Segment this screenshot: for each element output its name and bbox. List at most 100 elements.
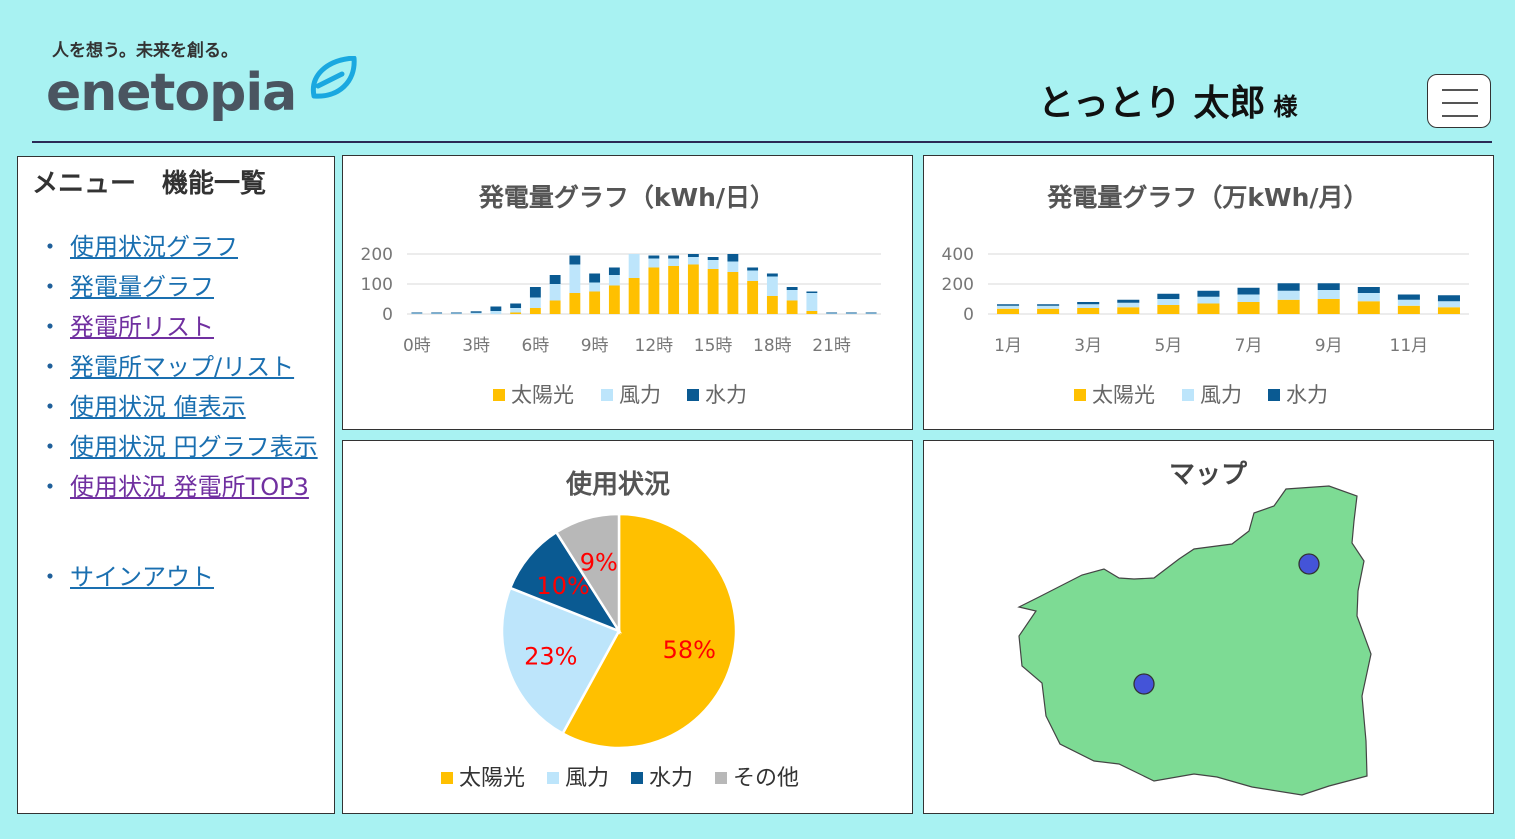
sidebar-item[interactable]: ・使用状況 発電所TOP3 xyxy=(38,467,318,507)
bar-9月-太陽光 xyxy=(1317,299,1340,314)
sidebar-link-3[interactable]: 発電所リスト xyxy=(70,313,214,341)
bar-3月-水力 xyxy=(1077,302,1100,305)
sidebar-link-6[interactable]: 使用状況 円グラフ表示 xyxy=(70,433,318,461)
signout-link[interactable]: サインアウト xyxy=(70,563,214,591)
legend-label-水力: 水力 xyxy=(649,766,693,791)
x-tick-label: 6時 xyxy=(521,336,549,356)
legend-swatch-水力 xyxy=(687,389,699,401)
bar-8月-水力 xyxy=(1277,283,1300,291)
sidebar-item[interactable]: ・発電量グラフ xyxy=(38,267,318,307)
pie-slice-その他 xyxy=(554,512,621,636)
bar-9月-水力 xyxy=(1317,283,1340,290)
bar-3時-水力 xyxy=(470,311,482,313)
bar-18時-風力 xyxy=(766,276,778,296)
bar-23時-水力 xyxy=(865,312,877,314)
pie-label-風力: 23% xyxy=(524,643,577,671)
bar-12月-水力 xyxy=(1437,295,1460,302)
bar-15時-風力 xyxy=(707,260,719,269)
bar-10時-風力 xyxy=(608,275,620,286)
x-tick-label: 15時 xyxy=(694,336,733,356)
x-tick-label: 3時 xyxy=(462,336,490,356)
bar-5月-太陽光 xyxy=(1157,305,1180,314)
bar-9時-太陽光 xyxy=(589,291,601,314)
hamburger-menu-button[interactable] xyxy=(1427,74,1491,128)
y-tick-label: 0 xyxy=(963,305,974,325)
sidebar-item[interactable]: ・使用状況 円グラフ表示 xyxy=(38,427,318,467)
x-tick-label: 3月 xyxy=(1074,336,1102,356)
bar-20時-太陽光 xyxy=(806,311,818,314)
sidebar-item[interactable]: ・発電所リスト xyxy=(38,307,318,347)
bar-21時-水力 xyxy=(826,312,838,314)
logo[interactable]: enetopia xyxy=(46,56,357,128)
usage-panel: 使用状況 58% 23% 10% 9% 太陽光 風力 水力 その他 xyxy=(342,440,913,814)
legend-label-太陽光: 太陽光 xyxy=(1092,383,1155,407)
bar-12時-風力 xyxy=(648,258,660,268)
map[interactable]: マップ xyxy=(924,441,1492,812)
legend-swatch-風力 xyxy=(601,389,613,401)
bar-15時-水力 xyxy=(707,257,719,260)
bar-0時-風力 xyxy=(411,313,423,314)
bullet-icon: ・ xyxy=(38,433,62,461)
sidebar-link-4[interactable]: 発電所マップ/リスト xyxy=(70,353,295,381)
sidebar-item[interactable]: ・サインアウト xyxy=(38,557,318,597)
plant-marker-north[interactable] xyxy=(1298,553,1320,575)
bar-19時-風力 xyxy=(786,290,798,301)
bar-1月-太陽光 xyxy=(997,308,1020,314)
bar-11時-風力 xyxy=(628,254,640,278)
bar-3時-風力 xyxy=(470,312,482,314)
bar-13時-水力 xyxy=(668,255,680,259)
daily-generation-panel: 発電量グラフ（kWh/日） 0 100 200 0時 3時 6時 9時 12時 15時 18時 21時… xyxy=(342,155,913,430)
sidebar-link-5[interactable]: 使用状況 値表示 xyxy=(70,393,246,421)
bar-6時-風力 xyxy=(529,297,541,308)
bar-8時-水力 xyxy=(569,255,581,265)
plant-marker-west[interactable] xyxy=(1133,673,1155,695)
sidebar-link-2[interactable]: 発電量グラフ xyxy=(70,273,214,301)
bar-5時-水力 xyxy=(510,303,522,308)
bar-3月-風力 xyxy=(1077,304,1100,308)
sidebar-item[interactable]: ・発電所マップ/リスト xyxy=(38,347,318,387)
bullet-icon: ・ xyxy=(38,313,62,341)
x-tick-label: 21時 xyxy=(812,336,851,356)
bar-4時-風力 xyxy=(490,311,502,314)
pie-label-太陽光: 58% xyxy=(663,636,716,664)
bullet-icon: ・ xyxy=(38,393,62,421)
daily-generation-chart: 発電量グラフ（kWh/日） 0 100 200 0時 3時 6時 9時 12時 15時 18時 21時… xyxy=(361,183,881,407)
x-tick-label: 5月 xyxy=(1154,336,1182,356)
bar-12時-水力 xyxy=(648,255,660,259)
bar-13時-太陽光 xyxy=(668,266,680,314)
x-tick-label: 18時 xyxy=(753,336,792,356)
bar-7月-風力 xyxy=(1237,294,1260,302)
legend-label-風力: 風力 xyxy=(1200,383,1242,407)
bar-18時-水力 xyxy=(766,273,778,277)
bar-1時-風力 xyxy=(431,313,443,314)
sidebar-menu: メニュー 機能一覧 ・使用状況グラフ・発電量グラフ・発電所リスト・発電所マップ/… xyxy=(17,156,335,814)
bar-6月-風力 xyxy=(1197,296,1220,304)
bar-22時-水力 xyxy=(845,312,857,314)
bar-14時-水力 xyxy=(687,254,699,257)
legend-swatch-太陽光 xyxy=(1074,389,1086,401)
bullet-icon: ・ xyxy=(38,353,62,381)
sidebar-link-7[interactable]: 使用状況 発電所TOP3 xyxy=(70,473,309,501)
sidebar-title: メニュー 機能一覧 xyxy=(32,169,267,199)
bar-12月-風力 xyxy=(1437,301,1460,308)
bar-17時-太陽光 xyxy=(747,281,759,314)
bar-21時-風力 xyxy=(826,313,838,314)
legend-swatch-太陽光 xyxy=(441,772,453,784)
legend-swatch-水力 xyxy=(631,772,643,784)
map-region[interactable] xyxy=(1017,485,1372,796)
sidebar-item[interactable]: ・使用状況グラフ xyxy=(38,227,318,267)
bar-5時-風力 xyxy=(510,308,522,313)
bar-10月-風力 xyxy=(1357,293,1380,302)
bar-5月-風力 xyxy=(1157,299,1180,305)
bar-2時-水力 xyxy=(450,312,462,314)
y-tick-label: 400 xyxy=(942,245,974,265)
sidebar-item[interactable]: ・使用状況 値表示 xyxy=(38,387,318,427)
bar-12時-太陽光 xyxy=(648,267,660,314)
sidebar-link-1[interactable]: 使用状況グラフ xyxy=(70,233,238,261)
chart-title: 発電量グラフ（kWh/日） xyxy=(478,183,775,212)
legend-label-太陽光: 太陽光 xyxy=(511,383,574,407)
bar-15時-太陽光 xyxy=(707,269,719,314)
bar-18時-太陽光 xyxy=(766,296,778,314)
bar-14時-風力 xyxy=(687,257,699,265)
